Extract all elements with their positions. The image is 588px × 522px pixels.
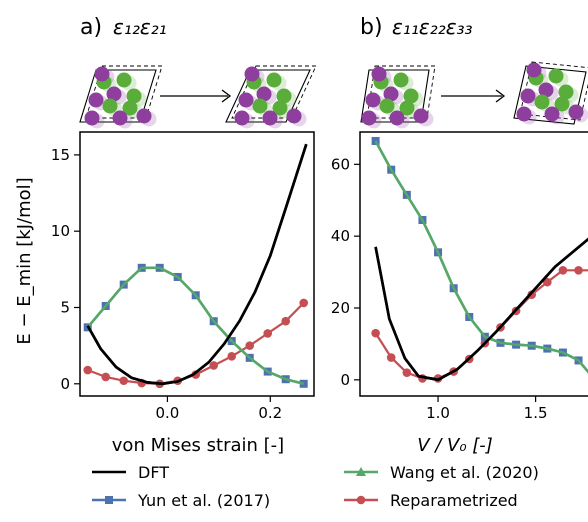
data-point-yun — [371, 136, 380, 145]
y-tick-label: 0 — [340, 371, 350, 389]
x-tick-label: 0.0 — [155, 404, 179, 422]
chart-panel-b: 1.0 1.5 0 20 40 60 — [331, 131, 588, 422]
data-point-reparametrized — [281, 316, 291, 326]
series-line-dft — [86, 143, 308, 386]
legend: DFT Yun et al. (2017) Wang et al. (2020) Re… — [92, 463, 539, 510]
panel-a-title-math: ε₁₂ε₂₁ — [113, 15, 167, 39]
data-point-reparametrized — [227, 352, 237, 361]
y-tick-label: 40 — [331, 227, 350, 245]
plot-area — [371, 136, 588, 383]
x-axis-label-b: V / V₀ [-] — [417, 435, 493, 456]
data-point-reparametrized — [386, 353, 396, 362]
crystal-cell-icon — [79, 65, 163, 129]
data-point-reparametrized — [574, 265, 583, 275]
axes-frame — [79, 131, 315, 397]
y-tick-label: 5 — [60, 298, 70, 316]
data-point-reparametrized — [119, 376, 129, 386]
legend-label: Wang et al. (2020) — [390, 463, 539, 482]
series-line-wang-overlay — [374, 140, 588, 374]
legend-item: Yun et al. (2017) — [92, 491, 270, 510]
crystal-structure-illustrations — [79, 61, 588, 129]
panel-b-title-prefix: b) — [360, 15, 383, 40]
data-point-reparametrized — [245, 341, 255, 350]
data-point-reparametrized — [527, 290, 537, 300]
x-tick-label: 1.0 — [426, 404, 450, 422]
legend-marker — [105, 496, 113, 504]
y-tick-label: 20 — [331, 299, 350, 317]
data-point-reparametrized — [558, 265, 568, 275]
x-axis-label-a: von Mises strain [-] — [112, 435, 284, 456]
legend-marker — [356, 495, 366, 505]
series-line-wang-overlay — [86, 266, 304, 385]
legend-label: Yun et al. (2017) — [137, 491, 270, 510]
data-point-reparametrized — [209, 361, 219, 370]
panel-b-title-math: ε₁₁ε₂₂ε₃₃ — [392, 15, 473, 39]
chart-panel-a: 0.0 0.2 0 5 10 15 — [51, 131, 315, 422]
panel-a-title-prefix: a) — [80, 15, 102, 40]
legend-item: Reparametrized — [344, 491, 518, 510]
legend-marker — [356, 467, 366, 476]
crystal-cell-icon — [360, 65, 436, 129]
y-tick-label: 60 — [331, 155, 350, 173]
crystal-cell-icon — [225, 65, 317, 129]
data-point-reparametrized — [101, 372, 111, 382]
data-point-reparametrized — [83, 365, 93, 375]
data-point-yun — [299, 379, 308, 388]
y-tick-label: 10 — [51, 222, 70, 240]
y-tick-label: 15 — [51, 146, 70, 164]
legend-item: DFT — [92, 463, 169, 482]
data-point-reparametrized — [402, 368, 412, 377]
legend-item: Wang et al. (2020) — [344, 463, 539, 482]
crystal-cell-icon — [513, 61, 588, 125]
axes-frame — [359, 131, 588, 397]
series-line-dft — [86, 143, 308, 386]
legend-label: DFT — [138, 463, 169, 482]
data-point-reparametrized — [371, 328, 380, 338]
data-point-reparametrized — [263, 329, 273, 338]
y-axis-label: E − E_min [kJ/mol] — [14, 177, 35, 344]
x-tick-label: 0.2 — [258, 404, 282, 422]
series-line-dft — [374, 237, 588, 382]
plot-area — [83, 143, 309, 389]
data-point-reparametrized — [543, 277, 552, 287]
legend-label: Reparametrized — [390, 491, 518, 510]
arrow-icon — [160, 89, 232, 103]
series-line-dft — [374, 237, 588, 382]
data-point-reparametrized — [299, 298, 309, 308]
arrow-icon — [441, 89, 506, 103]
x-tick-label: 1.5 — [524, 404, 548, 422]
y-tick-label: 0 — [60, 375, 70, 393]
